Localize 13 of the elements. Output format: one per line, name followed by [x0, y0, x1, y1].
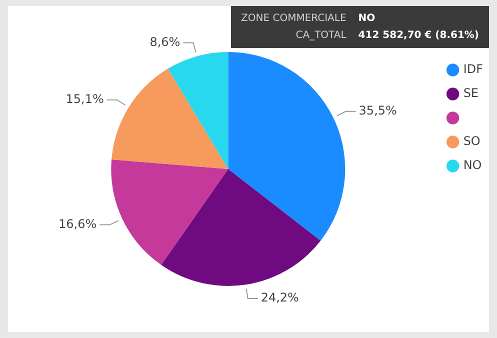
legend-label: SO: [463, 134, 480, 148]
legend-label: SE: [463, 86, 479, 100]
legend-label: NO: [463, 158, 482, 172]
data-label: 8,6%: [150, 34, 180, 49]
text: ZONE COMMERCIALE: [241, 13, 346, 24]
data-label: 24,2%: [260, 290, 299, 305]
legend-label: IDF: [463, 62, 484, 76]
data-label: 15,1%: [66, 92, 104, 106]
text: NO: [358, 13, 376, 24]
data-label: 35,5%: [358, 103, 397, 118]
text: 412 582,70 € (8.61%): [358, 30, 479, 41]
text: CA_TOTAL: [294, 30, 346, 41]
data-label: 16,6%: [58, 216, 97, 231]
